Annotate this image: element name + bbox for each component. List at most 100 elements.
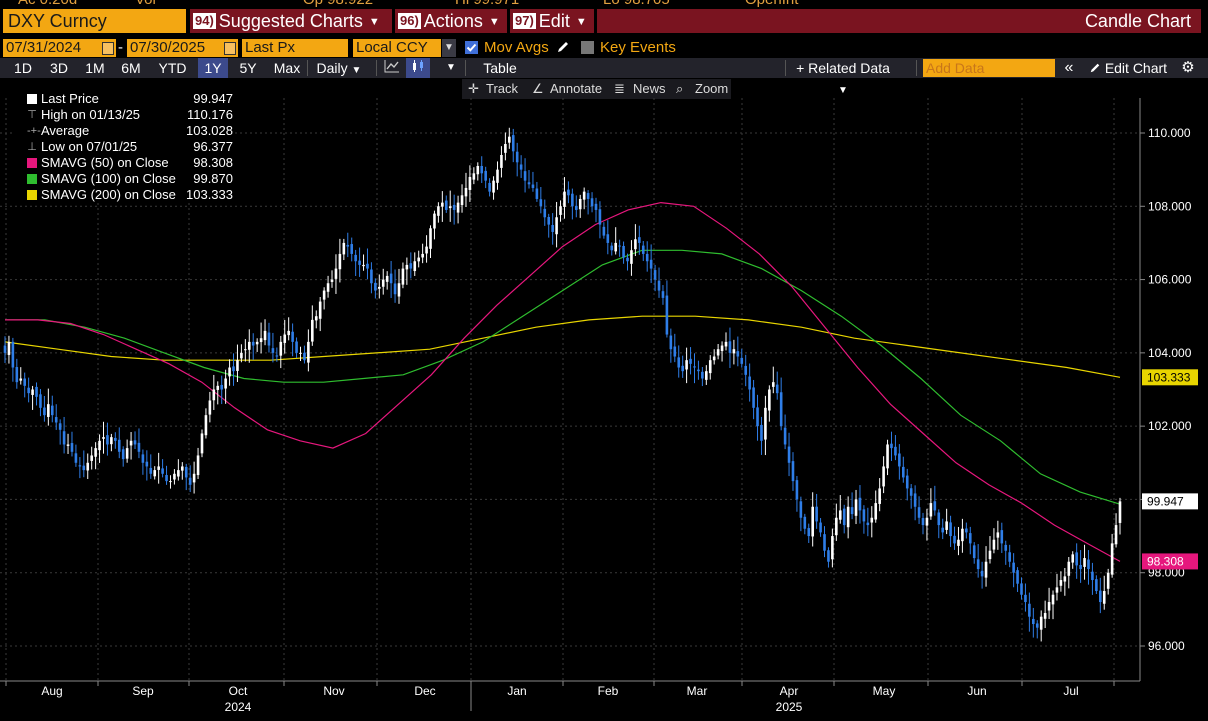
candle-body xyxy=(638,237,641,243)
candle-body xyxy=(397,283,401,297)
table-button[interactable]: Table xyxy=(483,60,517,76)
calendar-icon[interactable] xyxy=(102,42,114,55)
end-date-field[interactable]: 07/30/2025 xyxy=(127,39,238,57)
quote-open: Op 98.922 xyxy=(303,0,373,8)
candle-body xyxy=(389,273,393,284)
calendar-icon[interactable] xyxy=(224,42,236,55)
period-ytd[interactable]: YTD xyxy=(158,60,187,76)
candle-body xyxy=(299,352,302,354)
candle-body xyxy=(102,437,105,439)
chart-legend: Last Price 99.947 ⊤ High on 01/13/25 110… xyxy=(15,91,235,203)
candle-chart-icon[interactable] xyxy=(406,58,430,78)
collapse-icon[interactable]: « xyxy=(1064,59,1074,76)
candle-body xyxy=(1095,579,1098,592)
chevron-down-icon[interactable]: ▼ xyxy=(446,62,456,73)
candle-body xyxy=(681,365,684,372)
track-label[interactable]: Track xyxy=(486,81,519,96)
period-1d[interactable]: 1D xyxy=(14,60,32,76)
average-marker-icon: -+- xyxy=(27,125,41,137)
news-icon[interactable]: ≣ xyxy=(614,81,625,96)
news-label[interactable]: News xyxy=(633,81,666,96)
candle-body xyxy=(1055,587,1059,593)
candle-body xyxy=(381,279,385,287)
legend-label: Low on 07/01/25 xyxy=(41,139,138,154)
candle-body xyxy=(287,330,290,336)
track-icon[interactable]: ✛ xyxy=(468,81,479,96)
period-6m[interactable]: 6M xyxy=(121,60,141,76)
edit-chart-button[interactable]: Edit Chart xyxy=(1083,58,1173,78)
period-5y[interactable]: 5Y xyxy=(239,60,257,76)
candle-body xyxy=(464,187,468,197)
add-data-input[interactable]: Add Data xyxy=(923,59,1055,77)
candle-body xyxy=(846,506,850,528)
x-year-label: 2024 xyxy=(225,700,252,714)
candle-body xyxy=(307,341,310,363)
divider xyxy=(465,60,466,76)
gear-icon[interactable]: ⚙ xyxy=(1181,59,1195,76)
zoom-icon[interactable]: ⌕ xyxy=(676,81,684,96)
period-1m[interactable]: 1M xyxy=(85,60,105,76)
candle-body xyxy=(736,351,740,357)
candle-body xyxy=(169,481,172,483)
candle-body xyxy=(413,261,417,272)
related-data-button[interactable]: + Related Data ▼ xyxy=(790,58,896,96)
candle-body xyxy=(488,182,491,192)
candle-body xyxy=(701,371,704,379)
candle-body xyxy=(54,417,58,423)
candle-body xyxy=(504,143,507,153)
mov-avgs-label[interactable]: Mov Avgs xyxy=(484,39,549,56)
legend-swatch xyxy=(27,174,37,184)
currency-select[interactable]: Local CCY xyxy=(353,39,441,57)
candle-body xyxy=(823,534,826,551)
sma50-line xyxy=(5,201,1121,562)
field-select[interactable]: Last Px xyxy=(242,39,348,57)
candle-body xyxy=(484,170,487,181)
actions-button[interactable]: 96) Actions ▼ xyxy=(395,9,507,33)
legend-value: 96.377 xyxy=(193,139,233,154)
mov-avgs-checkbox[interactable] xyxy=(465,41,478,54)
candle-body xyxy=(976,559,980,570)
candle-body xyxy=(86,462,90,471)
x-month-label: Dec xyxy=(414,684,435,698)
legend-value: 99.947 xyxy=(193,91,233,106)
suggested-charts-button[interactable]: 94) Suggested Charts ▼ xyxy=(190,9,392,33)
candles xyxy=(3,127,1122,642)
x-month-label: Jun xyxy=(967,684,986,698)
key-events-label[interactable]: Key Events xyxy=(600,39,676,56)
period-1y[interactable]: 1Y xyxy=(198,58,228,78)
candle-body xyxy=(511,135,515,152)
pencil-icon[interactable] xyxy=(556,40,570,58)
period-3d[interactable]: 3D xyxy=(50,60,68,76)
ticker-field[interactable]: DXY Curncy xyxy=(3,9,186,33)
start-date-field[interactable]: 07/31/2024 xyxy=(3,39,116,57)
candle-body xyxy=(716,349,720,356)
candle-body xyxy=(1012,562,1015,573)
candle-body xyxy=(472,173,476,180)
edit-button[interactable]: 97) Edit ▼ xyxy=(510,9,594,33)
price-chart[interactable]: 96.00098.000100.000102.000104.000106.000… xyxy=(0,98,1208,721)
annotate-icon[interactable]: ∠ xyxy=(532,81,544,96)
candle-body xyxy=(594,203,598,210)
candle-body xyxy=(70,443,74,452)
candle-body xyxy=(835,517,838,536)
edit-label: Edit xyxy=(538,11,570,31)
legend-swatch xyxy=(27,190,37,200)
candle-body xyxy=(535,188,539,199)
key-events-checkbox[interactable] xyxy=(581,41,594,54)
annotate-label[interactable]: Annotate xyxy=(550,81,603,96)
chevron-down-icon: ▼ xyxy=(488,16,500,28)
edit-chart-label: Edit Chart xyxy=(1104,60,1168,76)
x-month-label: Nov xyxy=(323,684,344,698)
candle-body xyxy=(850,507,854,515)
frequency-select[interactable]: Daily ▼ xyxy=(312,58,366,78)
candle-body xyxy=(921,518,925,526)
candle-body xyxy=(23,378,26,386)
candle-body xyxy=(1004,544,1008,551)
period-max[interactable]: Max xyxy=(273,60,301,76)
zoom-label[interactable]: Zoom xyxy=(695,81,729,96)
candle-body xyxy=(760,424,763,441)
candle-body xyxy=(697,369,700,372)
line-chart-icon[interactable] xyxy=(382,58,402,78)
sma100-line xyxy=(5,249,1121,505)
chevron-down-icon[interactable]: ▼ xyxy=(442,39,456,57)
